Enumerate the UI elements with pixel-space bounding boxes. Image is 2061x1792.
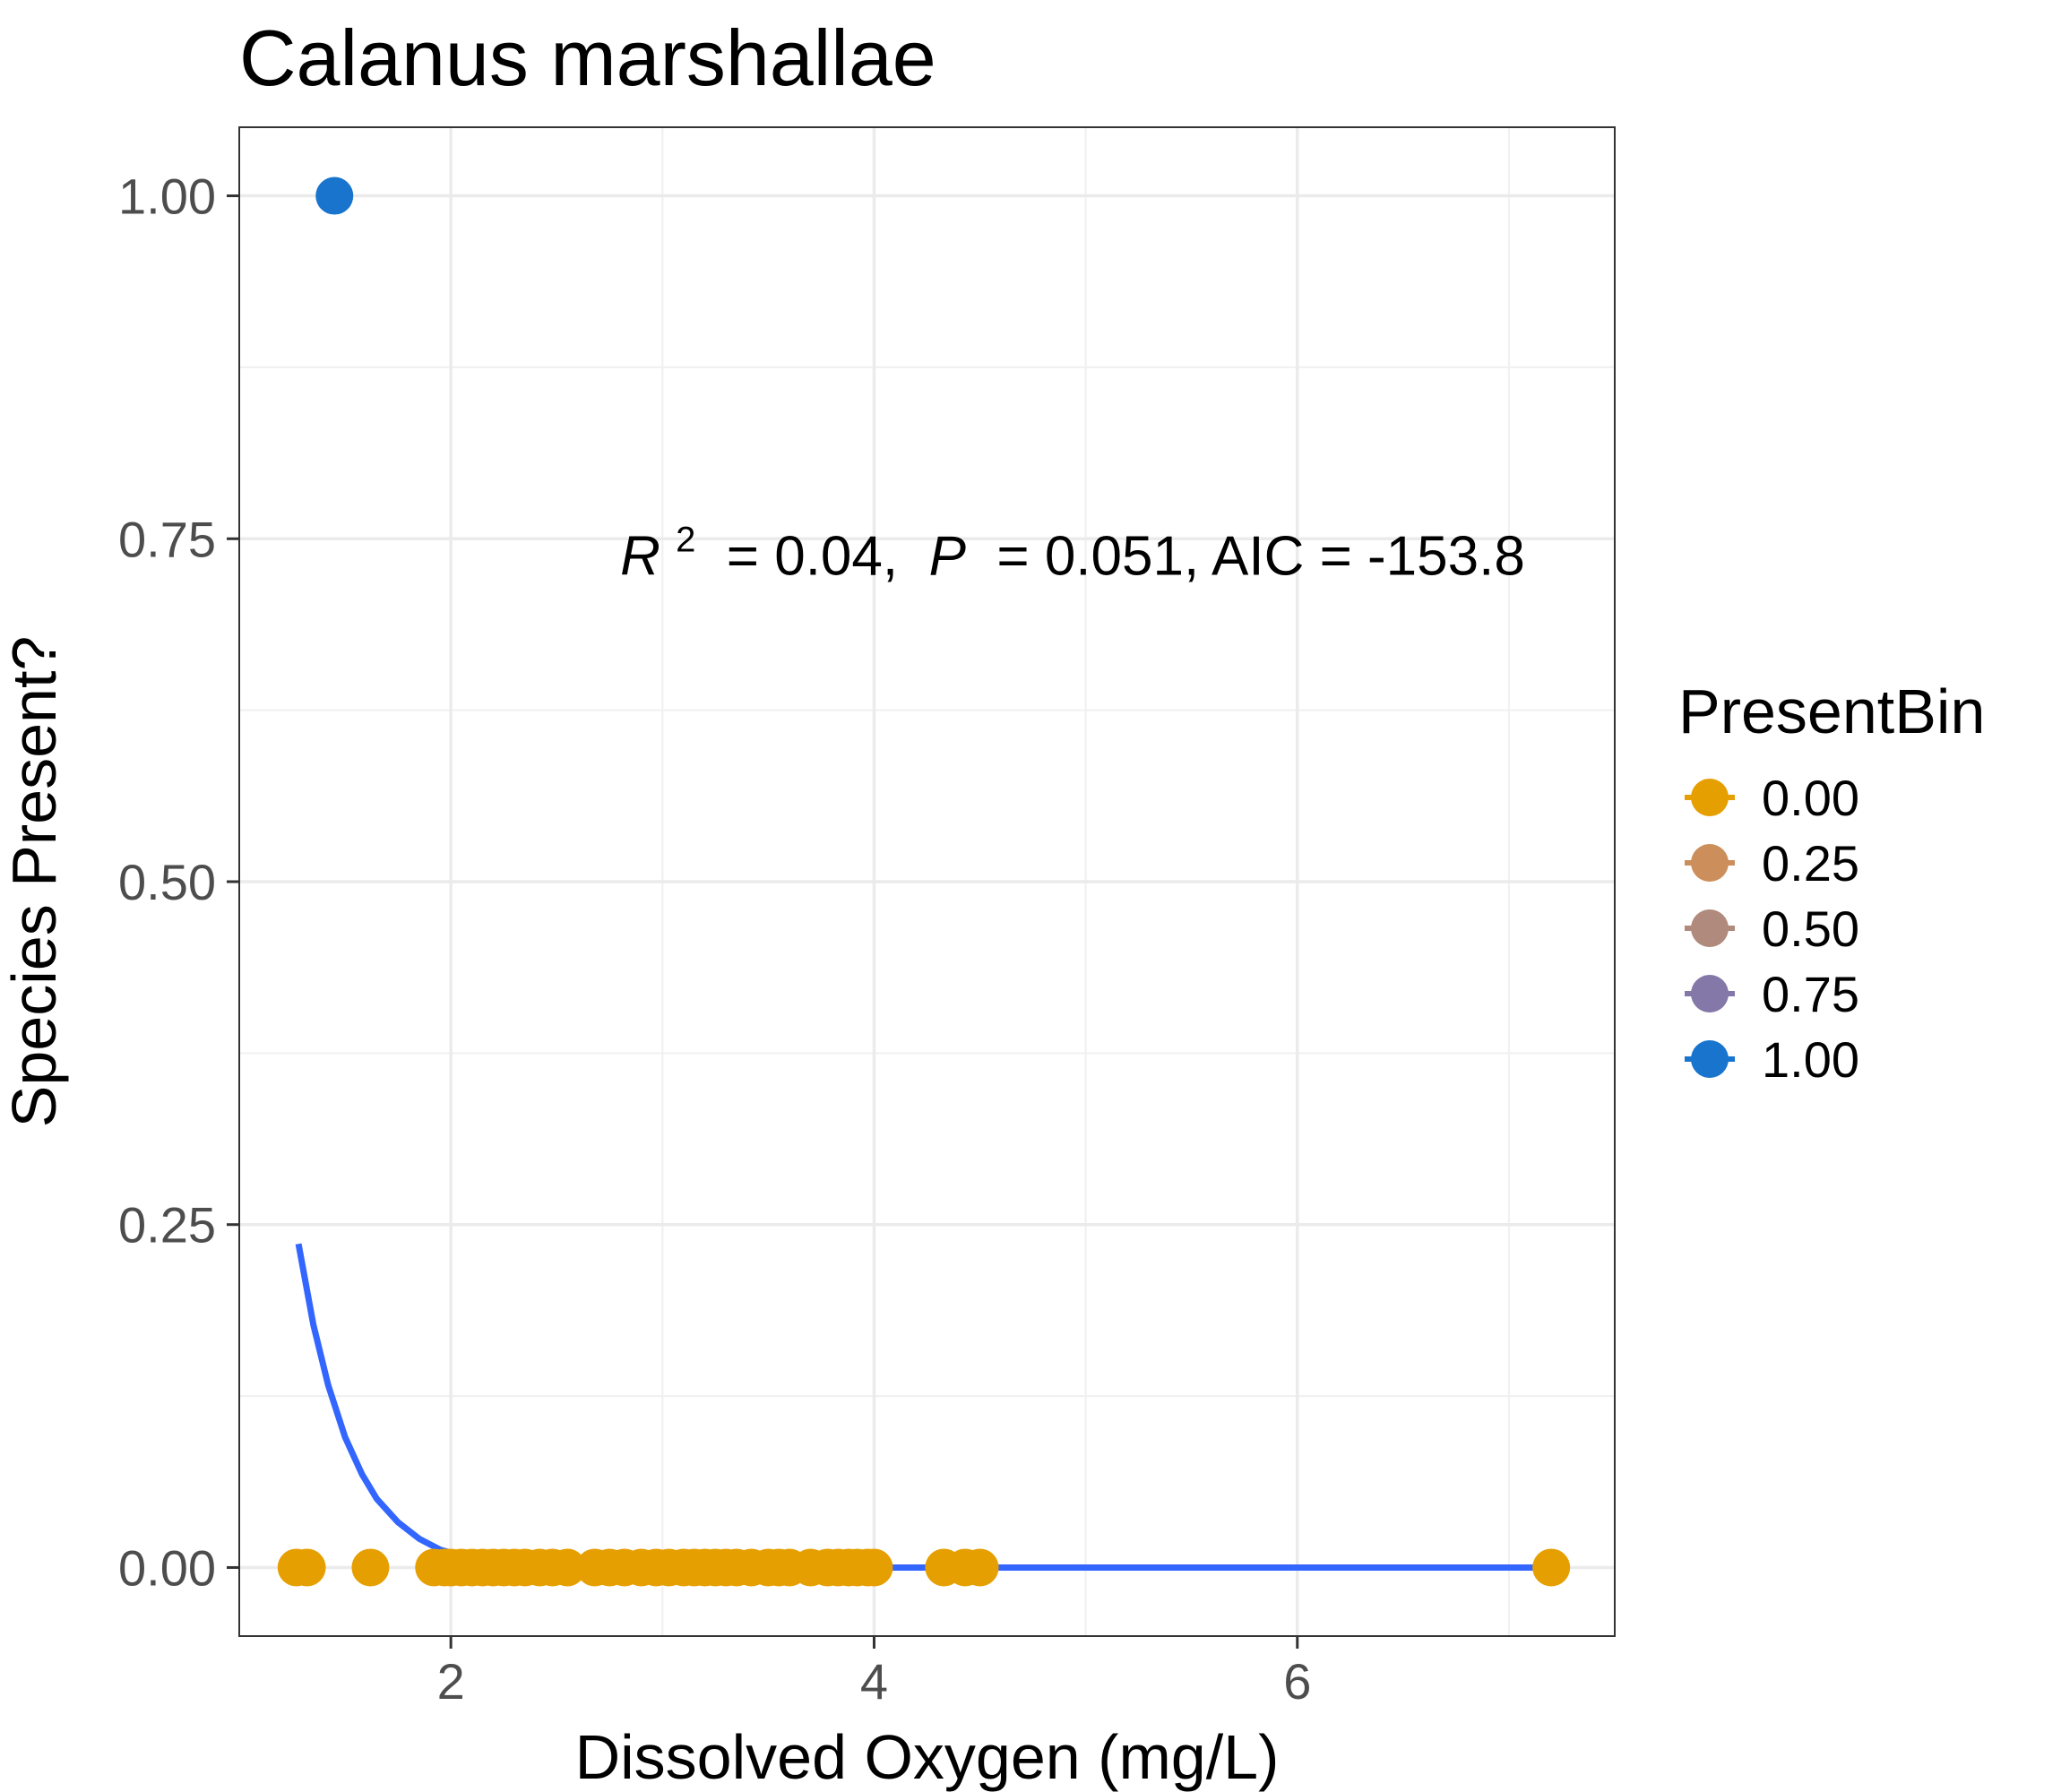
x-axis-ticks: 2 4 6 [437,1636,1311,1710]
y-tick-label: 0.50 [118,854,216,910]
data-point [351,1548,390,1587]
data-point [548,1548,587,1587]
legend-key-point [1691,779,1729,816]
y-tick-label: 0.75 [118,511,216,567]
legend: PresentBin 0.00 0.25 0.50 0.75 1.00 [1678,676,1985,1088]
x-tick-label: 4 [860,1653,888,1710]
y-axis-title: Species Present? [0,636,69,1128]
y-tick-label: 0.25 [118,1197,216,1254]
x-tick-label: 2 [437,1653,465,1710]
data-point [1532,1548,1571,1587]
legend-label: 0.75 [1762,966,1859,1022]
chart-title: Calanus marshallae [239,13,936,102]
legend-key-point [1691,1040,1729,1078]
data-point [961,1548,999,1587]
p-aic-value: = 0.051, AIC = -153.8 [981,526,1525,588]
data-point [855,1548,893,1587]
legend-title: PresentBin [1678,676,1985,746]
r2-symbol: R [620,526,660,588]
x-tick-label: 6 [1283,1653,1311,1710]
data-point [288,1548,326,1587]
legend-label: 0.25 [1762,835,1859,892]
model-stats-annotation: R 2 = 0.04, P = 0.051, AIC = -153.8 [620,503,1525,588]
y-tick-label: 1.00 [118,168,216,225]
x-axis-title: Dissolved Oxygen (mg/L) [575,1722,1280,1792]
legend-label: 0.00 [1762,770,1859,826]
legend-key-point [1691,844,1729,882]
p-symbol: P [929,526,966,588]
r2-value: = 0.04, [711,526,914,588]
legend-key-point [1691,909,1729,947]
legend-label: 0.50 [1762,900,1859,957]
y-axis-ticks: 0.00 0.25 0.50 0.75 1.00 [118,168,239,1596]
r2-exponent: 2 [676,521,695,560]
gridlines [238,127,1615,1636]
legend-key-point [1691,975,1729,1012]
y-tick-label: 0.00 [118,1539,216,1596]
data-point [315,177,354,215]
legend-label: 1.00 [1762,1031,1859,1088]
data-points [277,177,1571,1587]
